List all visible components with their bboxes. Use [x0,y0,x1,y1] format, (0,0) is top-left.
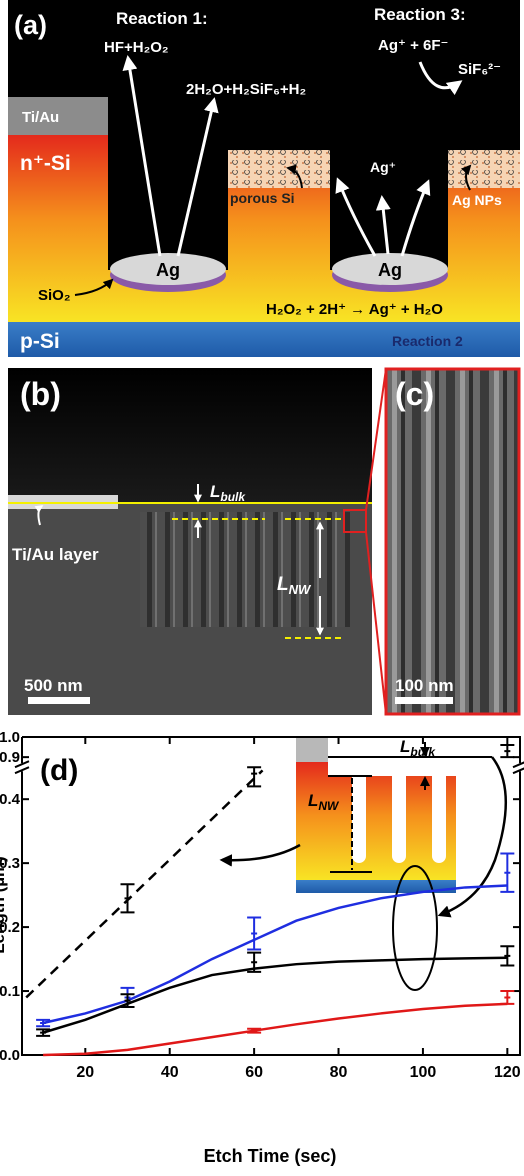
panel-label: (a) [14,10,47,40]
symbol: L [277,574,289,595]
error-bar [36,1029,50,1035]
sio2-label: SiO₂ [38,287,71,304]
y-tick-label: 0.4 [0,791,21,808]
products: 2H₂O+H₂SiF₆+H₂ [186,81,306,98]
error-bar [500,991,514,1004]
fit-line [43,886,507,1023]
inset: Lbulk LNW [222,737,506,990]
reaction-equation: H₂O₂ + 2H⁺ → Ag⁺ + H₂O [266,301,443,318]
subscript: bulk [410,745,436,759]
x-tick-label: 20 [76,1064,94,1081]
ag-label: Ag [156,260,180,280]
x-tick-label: 40 [161,1064,179,1081]
sem-image [386,369,519,714]
porous-label: porous Si [230,190,295,206]
x-tick-label: 60 [245,1064,263,1081]
panel-label: (c) [395,376,434,412]
products: SiF₆²⁻ [458,61,501,78]
y-tick-label: 0.9 [0,749,20,766]
error-bar [500,946,514,965]
layer-label: p-Si [20,330,60,353]
reaction-title: Reaction 3: [374,5,466,24]
panel-a: (a) Reaction 1: HF+H₂O₂ 2H₂O+H₂SiF₆+H₂ R… [8,0,520,357]
fit-line [43,958,507,1033]
trench [108,150,228,270]
x-tick-label: 120 [494,1064,521,1081]
reactants: Ag⁺ + 6F⁻ [378,37,448,54]
x-tick-label: 80 [330,1064,348,1081]
y-tick-label: 0.1 [0,983,20,1000]
symbol: L [308,791,318,810]
sem-vacuum [8,368,372,503]
error-bar [500,745,514,757]
inset-tiau [296,738,328,762]
subscript: NW [289,582,312,597]
fit-line [26,770,262,997]
error-bar [247,918,261,950]
y-tick-label: 0.0 [0,1047,20,1064]
arrow [222,845,300,860]
page: (a) Reaction 1: HF+H₂O₂ 2H₂O+H₂SiF₆+H₂ R… [0,0,524,1171]
symbol: L [400,737,410,756]
porous-layer [448,150,520,188]
ion-label: Ag⁺ [370,159,396,175]
nps-label: Ag NPs [452,192,502,208]
layer-label: n⁺-Si [20,152,71,175]
figure: (a) Reaction 1: HF+H₂O₂ 2H₂O+H₂SiF₆+H₂ R… [0,0,524,1171]
panel-d: (d) Etch Time (sec) Length (µm) Lbulk LN… [0,729,524,1166]
ag-label: Ag [378,260,402,280]
layer-label: Ti/Au layer [12,545,99,564]
reaction-title: Reaction 1: [116,9,208,28]
porous-layer [228,150,330,188]
panel-b: (b) Lbulk Ti/Au layer LNW 500 nm [8,368,372,715]
panel-label: (b) [20,376,61,412]
scale-bar [395,697,453,704]
nanowires [140,512,350,627]
reactants: HF+H₂O₂ [104,39,169,56]
scale-label: 500 nm [24,676,83,695]
fit-line [43,1004,507,1055]
layer-label: Ti/Au [22,109,59,126]
subscript: NW [318,799,340,813]
panel-label: (d) [40,754,78,787]
reaction-title: Reaction 2 [392,333,463,349]
axis-break [513,761,524,773]
subscript: bulk [220,490,246,504]
error-bar [121,884,135,912]
panel-c: (c) 100 nm [366,369,519,714]
scale-label: 100 nm [395,676,454,695]
y-tick-label: 1.0 [0,729,20,746]
x-axis-label: Etch Time (sec) [204,1146,337,1166]
symbol: L [210,482,220,501]
y-tick-label: 0.2 [0,919,20,936]
y-tick-label: 0.3 [0,855,20,872]
x-tick-label: 100 [410,1064,437,1081]
scale-bar [28,697,90,704]
